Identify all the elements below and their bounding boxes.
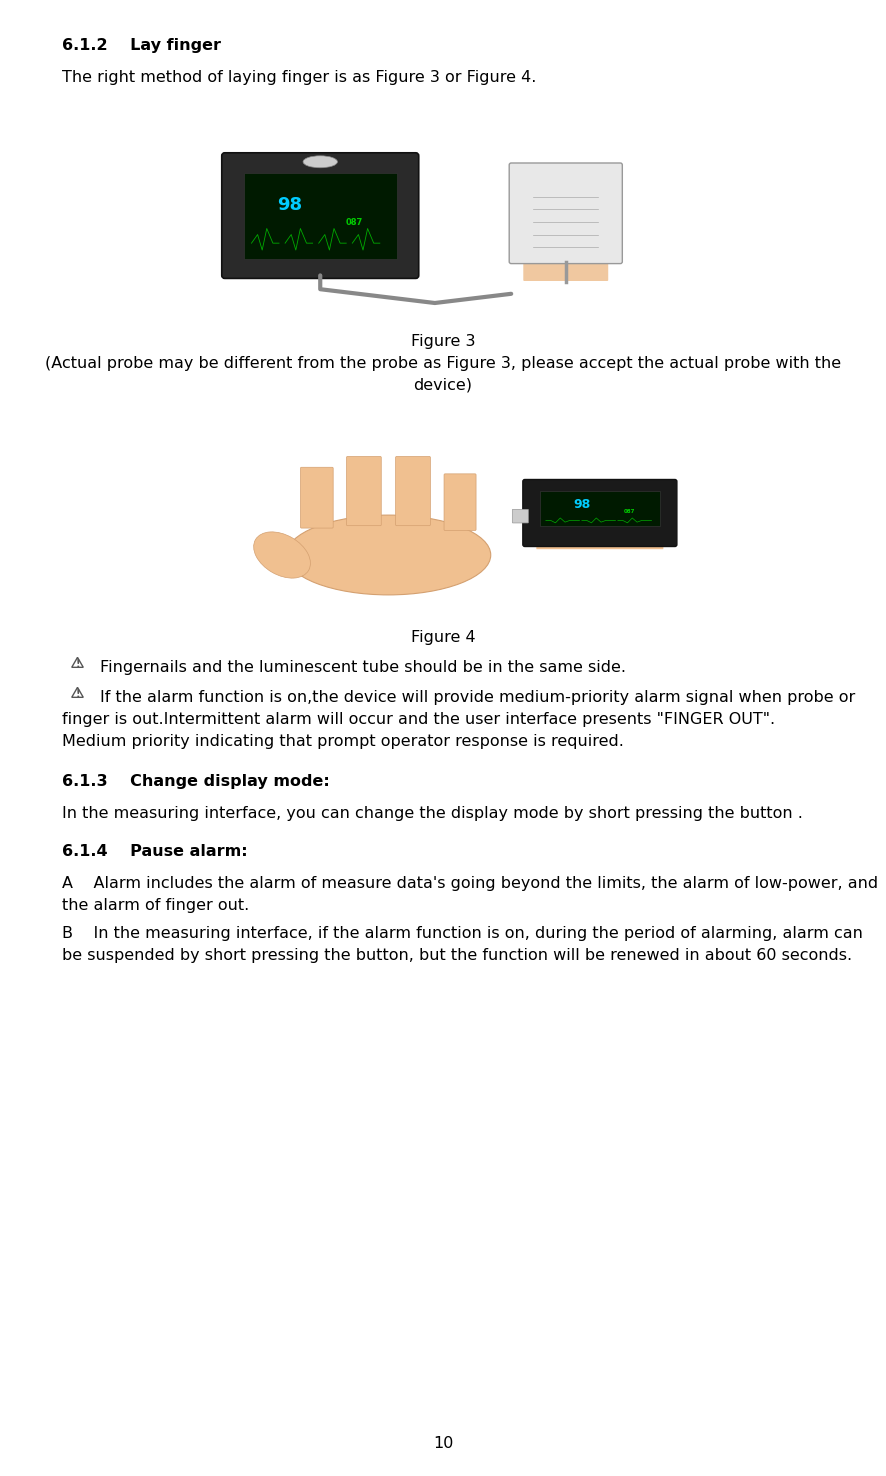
FancyBboxPatch shape [346, 456, 381, 525]
Text: the alarm of finger out.: the alarm of finger out. [62, 897, 249, 914]
Ellipse shape [303, 156, 338, 168]
FancyBboxPatch shape [536, 531, 664, 549]
Text: Figure 4: Figure 4 [411, 630, 475, 645]
Text: 10: 10 [433, 1436, 453, 1451]
Text: device): device) [414, 378, 472, 393]
Text: !: ! [75, 689, 80, 700]
Ellipse shape [253, 531, 310, 579]
FancyBboxPatch shape [444, 474, 476, 530]
Text: The right method of laying finger is as Figure 3 or Figure 4.: The right method of laying finger is as … [62, 69, 536, 86]
FancyBboxPatch shape [540, 492, 660, 525]
Text: Figure 3: Figure 3 [411, 334, 475, 348]
FancyBboxPatch shape [244, 173, 397, 258]
Text: 087: 087 [624, 509, 635, 514]
FancyBboxPatch shape [396, 456, 431, 525]
Text: 6.1.4    Pause alarm:: 6.1.4 Pause alarm: [62, 844, 247, 859]
Text: In the measuring interface, you can change the display mode by short pressing th: In the measuring interface, you can chan… [62, 806, 803, 821]
FancyBboxPatch shape [102, 96, 784, 326]
Text: (Actual probe may be different from the probe as Figure 3, please accept the act: (Actual probe may be different from the … [45, 356, 841, 370]
Text: 98: 98 [573, 499, 590, 511]
FancyBboxPatch shape [300, 468, 333, 528]
Text: B    In the measuring interface, if the alarm function is on, during the period : B In the measuring interface, if the ala… [62, 925, 863, 942]
Text: be suspended by short pressing the button, but the function will be renewed in a: be suspended by short pressing the butto… [62, 948, 852, 962]
FancyBboxPatch shape [222, 154, 419, 279]
Text: Fingernails and the luminescent tube should be in the same side.: Fingernails and the luminescent tube sho… [100, 660, 626, 675]
Text: A    Alarm includes the alarm of measure data's going beyond the limits, the ala: A Alarm includes the alarm of measure da… [62, 875, 878, 892]
FancyBboxPatch shape [524, 249, 608, 280]
FancyBboxPatch shape [512, 509, 528, 523]
Text: If the alarm function is on,the device will provide medium-priority alarm signal: If the alarm function is on,the device w… [100, 689, 855, 706]
Text: finger is out.Intermittent alarm will occur and the user interface presents "FIN: finger is out.Intermittent alarm will oc… [62, 711, 775, 728]
FancyBboxPatch shape [523, 480, 677, 546]
Text: 6.1.3    Change display mode:: 6.1.3 Change display mode: [62, 773, 330, 790]
Ellipse shape [286, 515, 491, 595]
Text: 98: 98 [277, 196, 302, 214]
Text: !: ! [75, 658, 80, 669]
Text: 087: 087 [346, 218, 362, 227]
Text: 6.1.2    Lay finger: 6.1.2 Lay finger [62, 38, 221, 53]
FancyBboxPatch shape [102, 407, 784, 618]
FancyBboxPatch shape [509, 162, 622, 264]
Text: Medium priority indicating that prompt operator response is required.: Medium priority indicating that prompt o… [62, 734, 624, 748]
